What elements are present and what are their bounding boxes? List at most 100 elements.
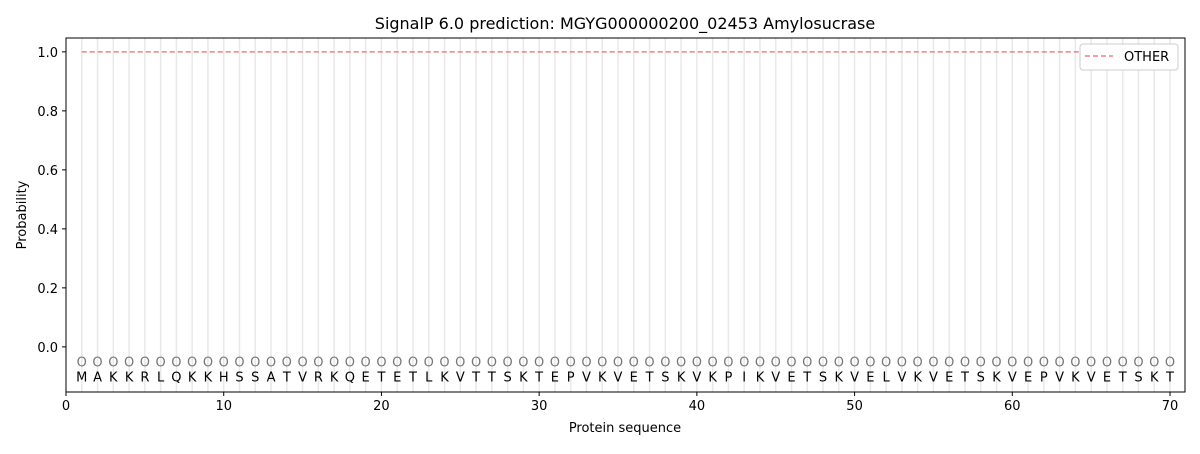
predicted-label: O: [282, 356, 292, 371]
x-axis: 0 10 20 30 40 50 60 70: [62, 392, 1178, 414]
residue-label: V: [897, 370, 906, 385]
residue-label: T: [376, 370, 385, 385]
predicted-label: O: [455, 356, 465, 371]
residue-label: T: [408, 370, 417, 385]
residue-label: K: [109, 370, 118, 385]
residue-label: K: [992, 370, 1001, 385]
residue-label: V: [456, 370, 465, 385]
predicted-label: O: [77, 356, 87, 371]
predicted-label: O: [471, 356, 481, 371]
residue-label: V: [692, 370, 701, 385]
predicted-label: O: [1039, 356, 1049, 371]
x-tick-label: 10: [215, 399, 232, 414]
residue-label: P: [724, 370, 732, 385]
residue-label: T: [487, 370, 496, 385]
predicted-label: O: [487, 356, 497, 371]
predicted-label: O: [250, 356, 260, 371]
predicted-label: O: [676, 356, 686, 371]
residue-label: V: [582, 370, 591, 385]
predicted-label: O: [424, 356, 434, 371]
y-tick-label: 0.0: [37, 341, 58, 356]
predicted-label: O: [329, 356, 339, 371]
x-tick-label: 20: [373, 399, 390, 414]
residue-label: K: [519, 370, 528, 385]
predicted-label: O: [629, 356, 639, 371]
residue-label: T: [534, 370, 543, 385]
residue-label: S: [235, 370, 243, 385]
residue-label: R: [314, 370, 323, 385]
predicted-label: O: [361, 356, 371, 371]
predicted-label: O: [897, 356, 907, 371]
predicted-label: O: [534, 356, 544, 371]
x-axis-label: Protein sequence: [569, 421, 681, 436]
residue-label: T: [645, 370, 654, 385]
residue-label: K: [188, 370, 197, 385]
residue-label: E: [393, 370, 401, 385]
residue-label: K: [708, 370, 717, 385]
residue-label: V: [1055, 370, 1064, 385]
legend: OTHER: [1079, 43, 1179, 71]
residue-label: S: [977, 370, 985, 385]
y-tick-label: 0.8: [37, 105, 58, 120]
residue-label: E: [630, 370, 638, 385]
predicted-label: O: [849, 356, 859, 371]
residue-label: T: [471, 370, 480, 385]
residue-label: H: [219, 370, 229, 385]
predicted-label: O: [1149, 356, 1159, 371]
sequence-layer: OMOAOKOKOROLOQOKOKOHOSOSOAOTOVOROKOQOEOT…: [76, 356, 1175, 386]
predicted-label: O: [1165, 356, 1175, 371]
residue-label: T: [1118, 370, 1127, 385]
residue-label: K: [677, 370, 686, 385]
residue-label: V: [771, 370, 780, 385]
predicted-label: O: [928, 356, 938, 371]
predicted-label: O: [439, 356, 449, 371]
y-tick-label: 0.4: [37, 223, 58, 238]
y-tick-label: 1.0: [37, 46, 58, 61]
residue-label: K: [125, 370, 134, 385]
predicted-label: O: [960, 356, 970, 371]
residue-label: P: [1040, 370, 1048, 385]
residue-label: S: [251, 370, 259, 385]
residue-label: K: [913, 370, 922, 385]
predicted-label: O: [991, 356, 1001, 371]
predicted-label: O: [1133, 356, 1143, 371]
residue-label: A: [267, 370, 276, 385]
residue-label: K: [598, 370, 607, 385]
residue-label: R: [140, 370, 149, 385]
residue-label: L: [883, 370, 891, 385]
residue-label: K: [440, 370, 449, 385]
predicted-label: O: [660, 356, 670, 371]
residue-label: T: [282, 370, 291, 385]
legend-label-other: OTHER: [1124, 50, 1169, 65]
x-tick-label: 30: [531, 399, 548, 414]
residue-label: V: [1008, 370, 1017, 385]
predicted-label: O: [944, 356, 954, 371]
residue-label: K: [1150, 370, 1159, 385]
predicted-label: O: [1070, 356, 1080, 371]
residue-label: P: [567, 370, 575, 385]
residue-label: E: [945, 370, 953, 385]
y-axis: 0.0 0.2 0.4 0.6 0.8 1.0: [37, 46, 66, 356]
residue-label: E: [1103, 370, 1111, 385]
grid: [81, 38, 1171, 392]
predicted-label: O: [502, 356, 512, 371]
chart-title: SignalP 6.0 prediction: MGYG000000200_02…: [375, 14, 875, 34]
predicted-label: O: [124, 356, 134, 371]
predicted-label: O: [550, 356, 560, 371]
residue-label: V: [850, 370, 859, 385]
predicted-label: O: [313, 356, 323, 371]
predicted-label: O: [865, 356, 875, 371]
predicted-label: O: [913, 356, 923, 371]
predicted-label: O: [234, 356, 244, 371]
residue-label: K: [756, 370, 765, 385]
y-axis-label: Probability: [15, 180, 30, 249]
predicted-label: O: [171, 356, 181, 371]
residue-label: S: [1134, 370, 1142, 385]
predicted-label: O: [376, 356, 386, 371]
y-tick-label: 0.6: [37, 164, 58, 179]
predicted-label: O: [881, 356, 891, 371]
predicted-label: O: [408, 356, 418, 371]
predicted-label: O: [297, 356, 307, 371]
legend-box: [1079, 43, 1179, 71]
